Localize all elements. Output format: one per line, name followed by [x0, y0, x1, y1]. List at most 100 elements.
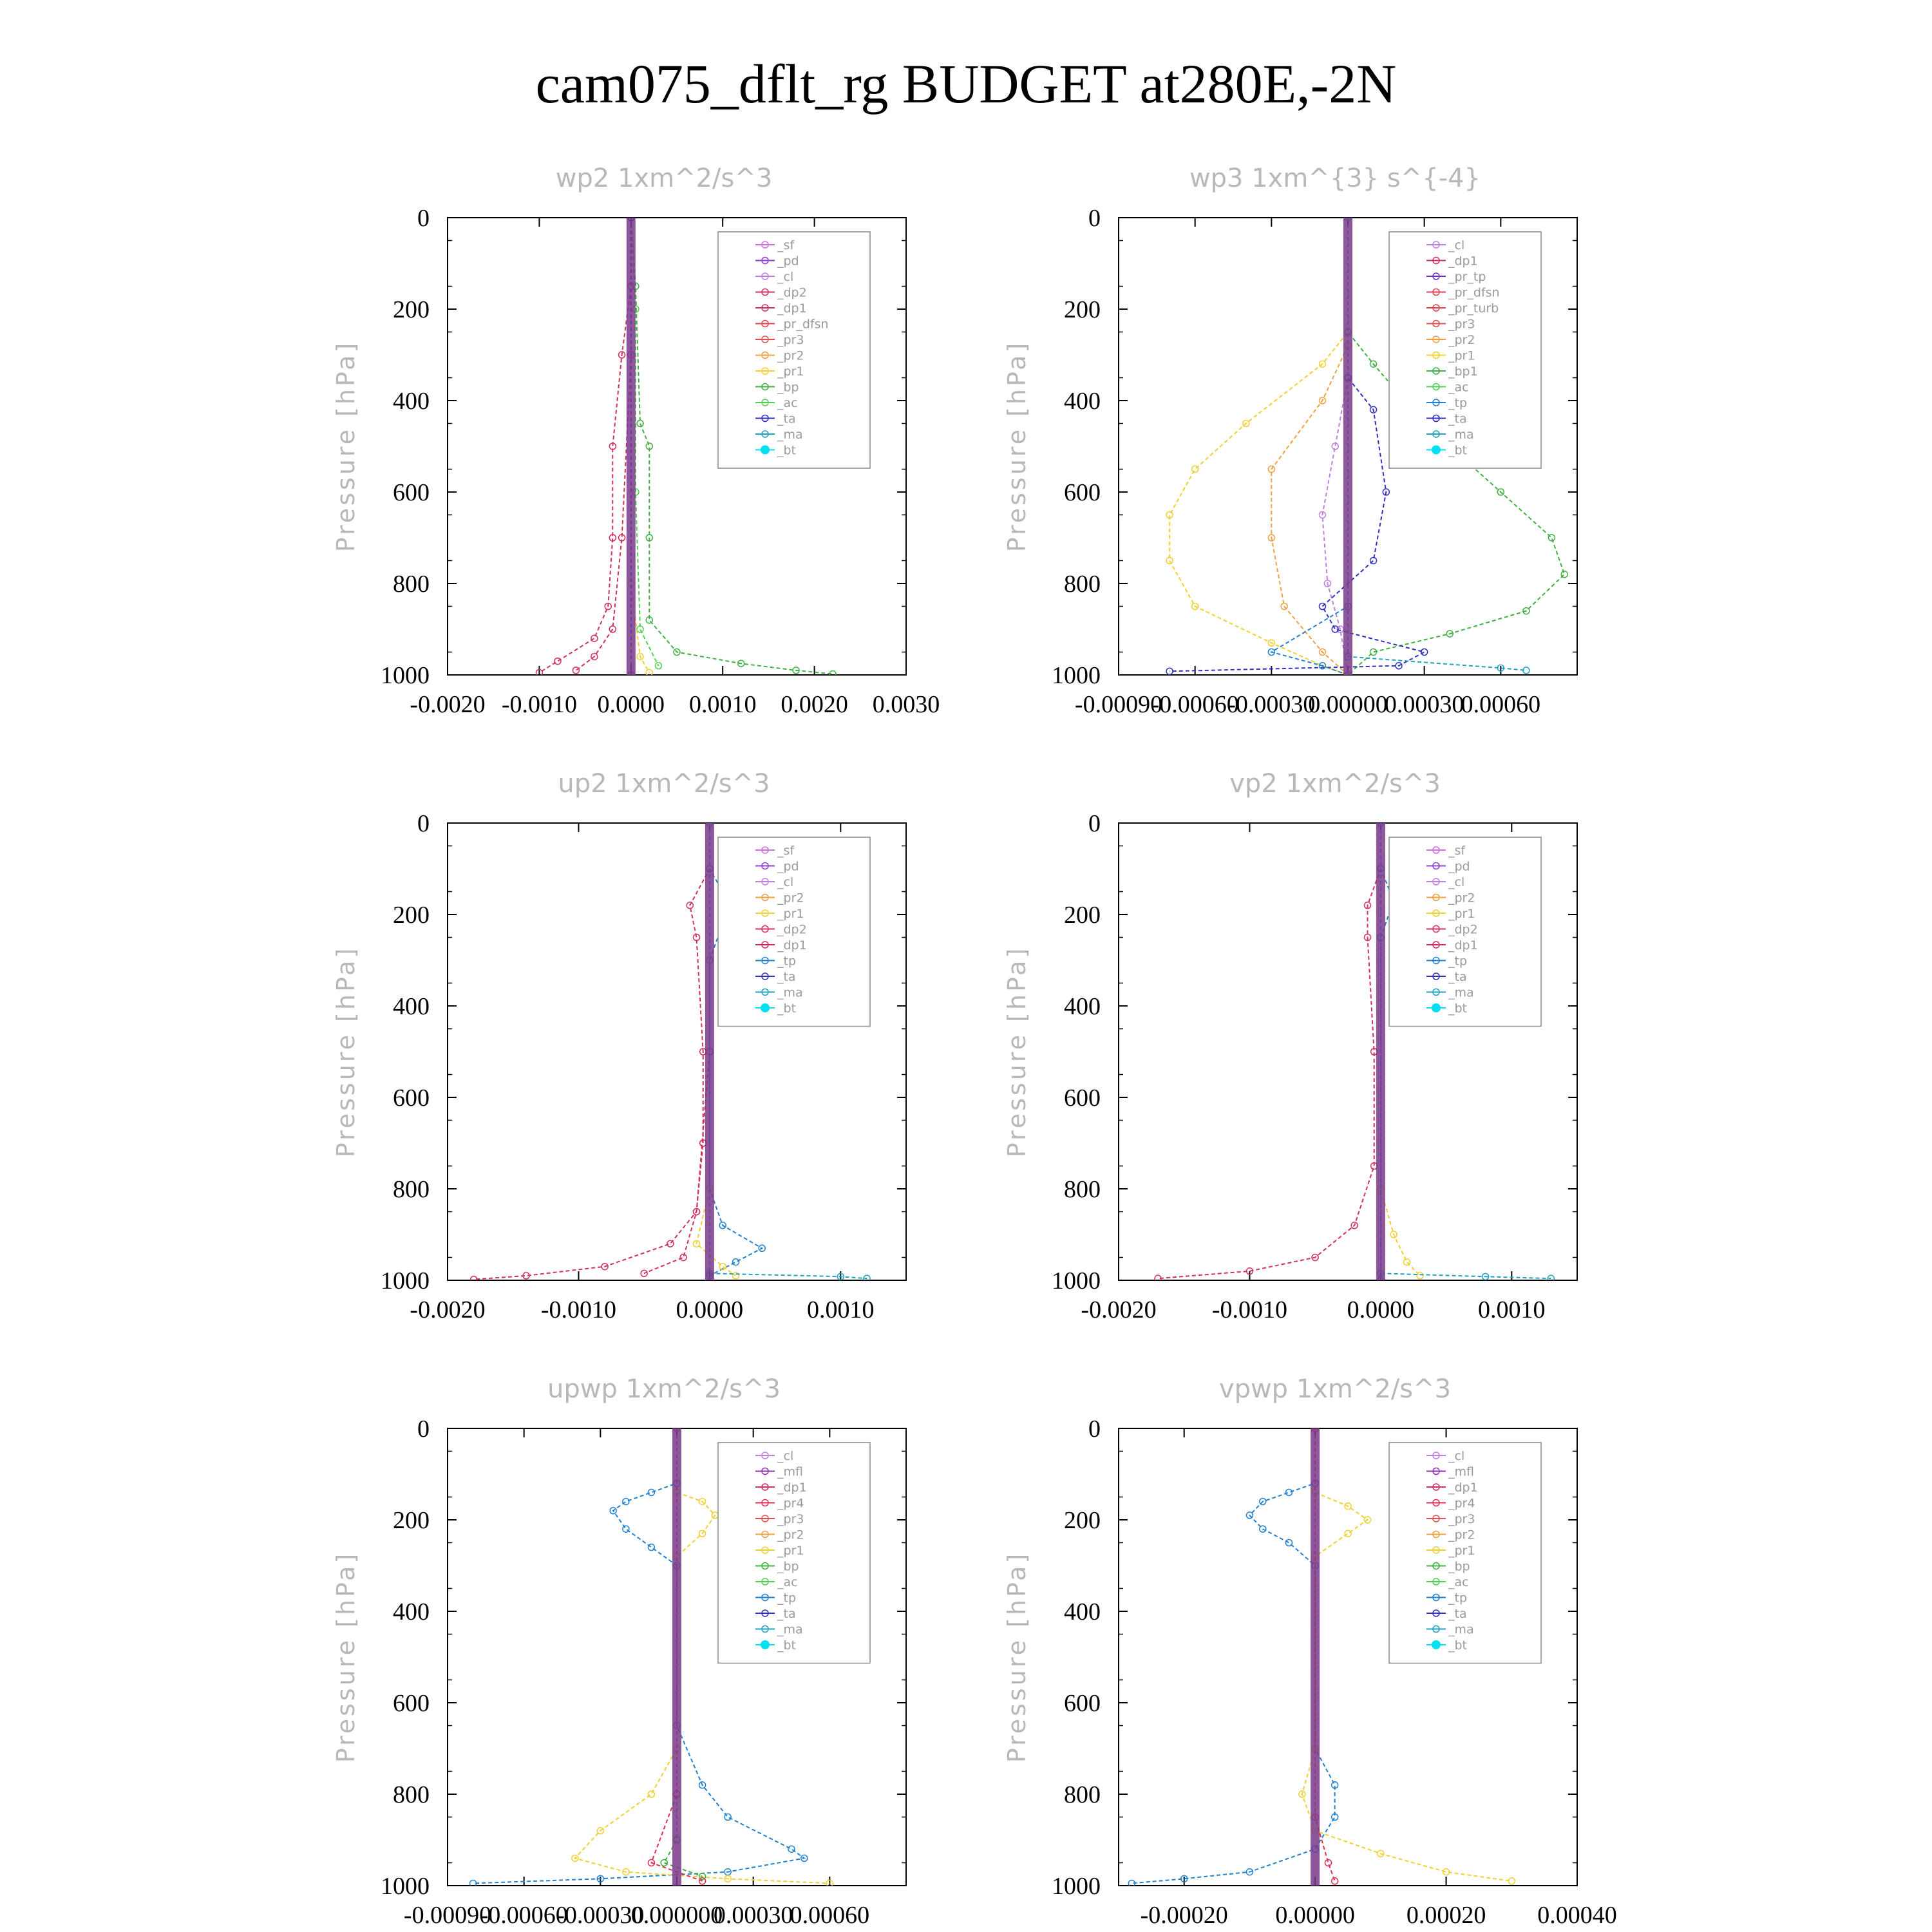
data-point — [1560, 571, 1568, 578]
x-tick-label: 0.00030 — [1385, 691, 1464, 718]
data-point — [1363, 902, 1372, 909]
x-tick-label: -0.0010 — [1212, 1296, 1287, 1323]
data-point — [1369, 360, 1378, 368]
y-tick-label: 400 — [1064, 1598, 1101, 1625]
data-point — [1267, 534, 1276, 542]
data-point — [618, 534, 626, 542]
legend-label: _bt — [777, 1638, 796, 1653]
data-point — [1442, 1868, 1450, 1876]
series-line_dp1 — [1157, 823, 1381, 1280]
data-point — [1331, 442, 1339, 450]
data-point — [1331, 1781, 1339, 1789]
legend-label: _pr2 — [777, 349, 804, 363]
legend-label: _bp — [777, 381, 799, 395]
data-point — [660, 1859, 668, 1867]
data-point — [1446, 630, 1454, 638]
panel-title: vp2 1xm^2/s^3 — [1229, 769, 1441, 799]
x-tick-label: 0.0000 — [676, 1296, 744, 1323]
x-tick-label: -0.00020 — [1141, 1902, 1228, 1929]
data-point — [636, 625, 644, 633]
data-point — [1191, 465, 1199, 473]
legend-marker — [1432, 909, 1440, 917]
plot-frame — [1118, 822, 1578, 1281]
data-point — [1318, 602, 1327, 611]
legend-marker — [761, 1640, 770, 1649]
legend-label: _tp — [1448, 396, 1467, 410]
data-point — [604, 602, 612, 611]
series-line_dp2 — [575, 218, 632, 671]
data-point — [554, 657, 562, 665]
data-point — [837, 1273, 845, 1280]
legend-marker — [761, 1483, 769, 1491]
legend-label: _ma — [1448, 428, 1474, 442]
x-tick-label: -0.0010 — [541, 1296, 616, 1323]
data-point — [609, 534, 617, 542]
y-tick-label: 800 — [393, 1176, 430, 1203]
legend-label: _ma — [1448, 986, 1474, 1000]
legend-marker — [761, 1562, 769, 1570]
data-point — [1242, 419, 1250, 428]
x-tick-label: -0.00090 — [404, 1902, 491, 1929]
data-point — [647, 1543, 656, 1551]
x-tick-label: -0.00030 — [556, 1902, 644, 1929]
data-point — [698, 1877, 706, 1885]
legend-label: _bt — [1448, 1638, 1467, 1653]
legend-marker — [1432, 1467, 1440, 1475]
legend-label: _pd — [777, 860, 799, 874]
x-tick-label: 0.0010 — [807, 1296, 875, 1323]
series-line_ma — [1379, 823, 1551, 1280]
series-line_ma — [708, 823, 867, 1280]
data-point — [698, 1873, 706, 1880]
series-line_bp — [663, 1428, 703, 1877]
data-point — [645, 668, 654, 675]
data-point — [622, 1525, 630, 1533]
data-point — [1331, 1813, 1339, 1821]
legend-label: _pr_dfsn — [1448, 286, 1500, 300]
data-point — [571, 1854, 579, 1862]
series-line_dp1 — [538, 218, 632, 674]
legend-marker — [1432, 925, 1440, 933]
legend-label: _ta — [1448, 1607, 1467, 1621]
legend-label: _bt — [1448, 1001, 1467, 1016]
y-tick-label: 800 — [393, 1781, 430, 1808]
x-tick-label: 0.00000 — [1308, 691, 1388, 718]
data-point — [591, 634, 598, 642]
y-tick-label: 200 — [393, 902, 430, 929]
x-tick-label: 0.0030 — [873, 691, 940, 718]
panel-6: vpwp 1xm^2/s^3 Pressure [hPa] 0 200 400 600 80… — [1003, 1374, 1617, 1929]
legend-label: _pr1 — [777, 365, 804, 379]
data-point — [686, 902, 694, 909]
legend-label: _sf — [777, 844, 795, 858]
y-tick-label: 1000 — [381, 1267, 430, 1294]
series-line_bp — [630, 218, 833, 675]
series-line_pr1 — [1379, 823, 1421, 1276]
y-tick-label: 0 — [1088, 810, 1101, 837]
legend-label: _pr3 — [1448, 317, 1475, 332]
panel-title: up2 1xm^2/s^3 — [558, 769, 770, 799]
data-point — [829, 670, 837, 675]
legend-label: _pr1 — [1448, 349, 1475, 363]
data-point — [1245, 1267, 1254, 1275]
legend-marker — [1432, 1499, 1440, 1507]
data-point — [863, 1274, 871, 1280]
legend-label: _dp1 — [777, 1481, 807, 1495]
legend-marker — [1432, 319, 1440, 328]
legend-label: _pr2 — [1448, 333, 1475, 347]
legend-marker — [761, 1546, 769, 1554]
legend-label: _tp — [777, 954, 796, 969]
legend-label: _pr4 — [1448, 1497, 1475, 1511]
legend-label: _mfl — [777, 1465, 803, 1479]
legend-marker — [1432, 846, 1440, 854]
data-point — [609, 442, 617, 450]
data-point — [724, 1813, 732, 1821]
y-tick-label: 1000 — [1052, 1267, 1101, 1294]
legend-label: _tp — [1448, 1591, 1467, 1605]
data-point — [826, 1879, 834, 1886]
legend-label: _sf — [1448, 844, 1466, 858]
legend-marker — [761, 1530, 769, 1539]
legend-marker — [1432, 399, 1440, 406]
y-tick-label: 200 — [393, 296, 430, 323]
data-point — [724, 1875, 732, 1883]
legend-label: _ta — [777, 970, 796, 984]
panel-title: upwp 1xm^2/s^3 — [547, 1374, 781, 1404]
